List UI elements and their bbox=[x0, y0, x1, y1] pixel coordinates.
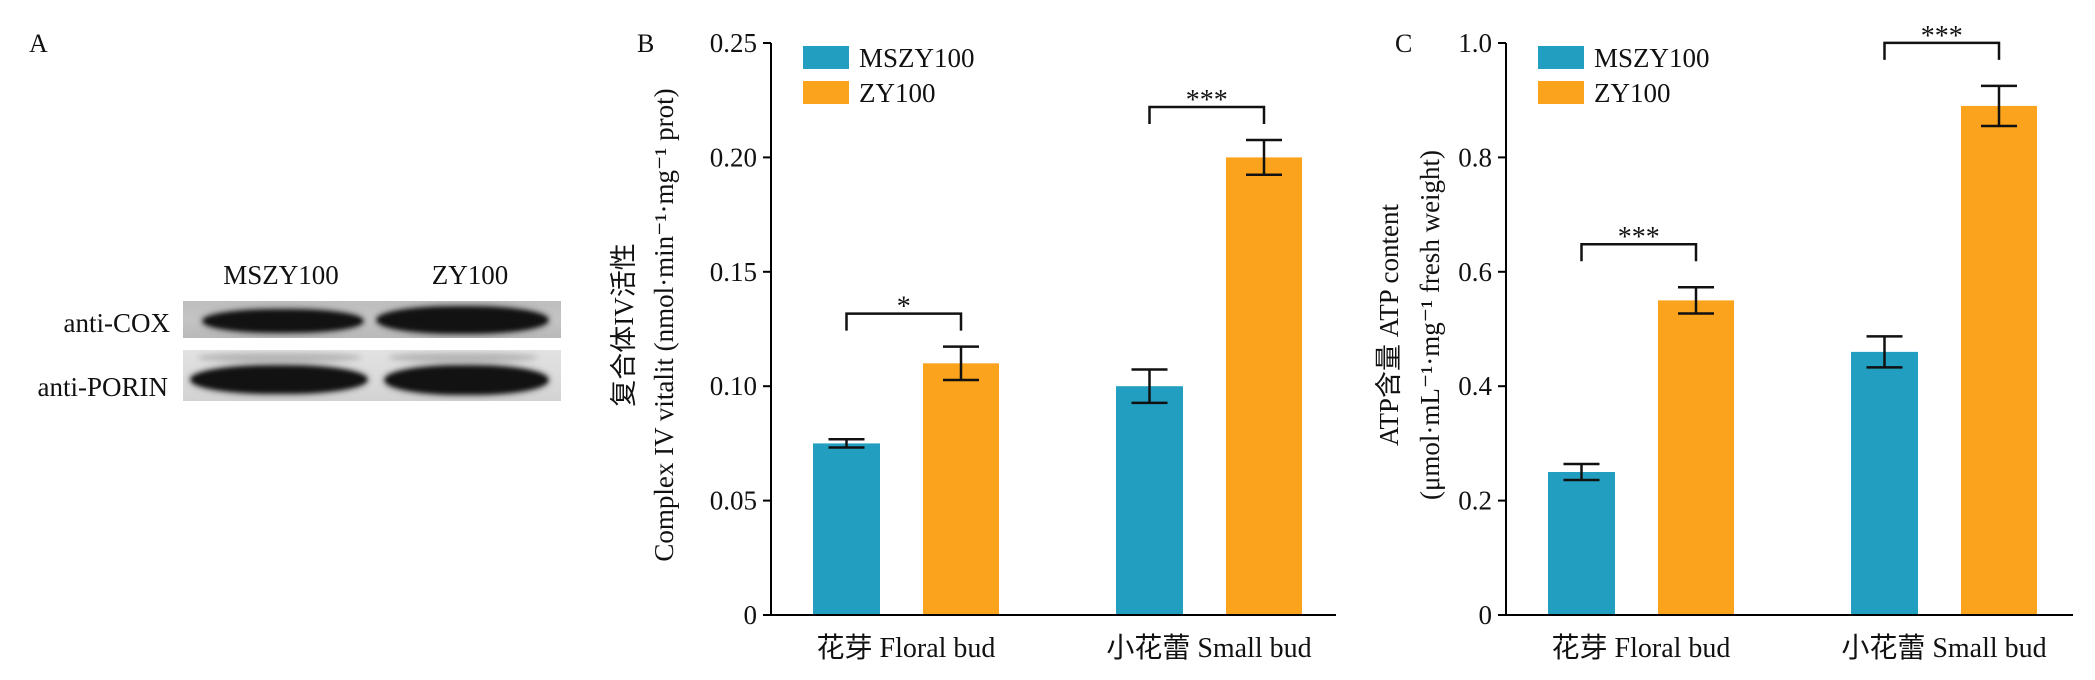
y-tick-label: 0.10 bbox=[710, 371, 757, 401]
y-tick-label: 0 bbox=[1479, 600, 1493, 630]
porin-smear-zy100 bbox=[388, 353, 538, 362]
y-tick-label: 1.0 bbox=[1458, 28, 1492, 58]
bar-zy100-0 bbox=[923, 363, 999, 615]
bar-mszy100-1 bbox=[1116, 386, 1183, 615]
bar-mszy100-1 bbox=[1851, 351, 1918, 615]
cox-band-mszy100 bbox=[203, 310, 363, 332]
blot-strip-cox bbox=[183, 301, 561, 338]
significance-bracket bbox=[1580, 242, 1698, 262]
cox-band-zy100 bbox=[377, 307, 548, 333]
y-tick-label: 0.2 bbox=[1458, 486, 1492, 516]
significance-bracket bbox=[845, 312, 963, 331]
western-blot-image bbox=[183, 301, 561, 401]
legend-label: ZY100 bbox=[859, 78, 936, 108]
panel-label-a: A bbox=[29, 29, 48, 58]
porin-band-zy100 bbox=[385, 366, 548, 394]
significance-label: *** bbox=[1618, 222, 1660, 253]
y-tick-label: 0.05 bbox=[710, 486, 757, 516]
legend-swatch-mszy100 bbox=[803, 46, 849, 69]
panel-label-b: B bbox=[637, 29, 655, 58]
y-tick-label: 0.4 bbox=[1458, 371, 1492, 401]
legend-swatch-zy100 bbox=[803, 81, 849, 104]
bar-mszy100-0 bbox=[1548, 472, 1615, 615]
legend-label: MSZY100 bbox=[1594, 43, 1710, 73]
significance-bracket bbox=[1883, 41, 2001, 60]
bar-zy100-1 bbox=[1226, 157, 1302, 615]
legend-swatch-zy100 bbox=[1538, 81, 1584, 104]
bar-zy100-1 bbox=[1961, 105, 2037, 616]
legend-label: MSZY100 bbox=[859, 43, 975, 73]
blot-row-label-porin: anti-PORIN bbox=[37, 372, 169, 402]
significance-label: *** bbox=[1186, 85, 1228, 116]
y-tick-label: 0.15 bbox=[710, 257, 757, 287]
y-axis-label: (μmol·mL⁻¹·mg⁻¹ fresh weight) bbox=[1415, 150, 1445, 500]
bar-mszy100-0 bbox=[813, 443, 880, 615]
porin-band-mszy100 bbox=[191, 366, 367, 393]
x-tick-label: 小花蕾 Small bud bbox=[1841, 632, 2046, 664]
bar-zy100-0 bbox=[1658, 300, 1734, 615]
x-tick-label: 小花蕾 Small bud bbox=[1106, 632, 1311, 664]
significance-label: *** bbox=[1921, 21, 1963, 52]
chart-c: 0 0.2 0.4 0.6 0.8 1.0 花芽 Floral bud 小花蕾 Small b… bbox=[1374, 21, 2073, 664]
blot-column-label-zy100: ZY100 bbox=[431, 260, 509, 290]
legend-label: ZY100 bbox=[1594, 78, 1671, 108]
significance-bracket bbox=[1148, 105, 1266, 125]
y-axis-label: Complex IV vitalit (nmol·min⁻¹·mg⁻¹ prot… bbox=[649, 88, 679, 561]
chart-b: 0 0.05 0.10 0.15 0.20 0.25 花芽 Floral bud 小花蕾 Sm… bbox=[609, 28, 1336, 664]
panel-label-c: C bbox=[1395, 29, 1413, 58]
x-tick-label: 花芽 Floral bud bbox=[1552, 632, 1731, 664]
y-tick-label: 0.20 bbox=[710, 142, 757, 172]
blot-column-label-mszy100: MSZY100 bbox=[223, 260, 339, 290]
y-tick-label: 0.25 bbox=[710, 28, 757, 58]
y-axis-label: ATP含量 ATP content bbox=[1374, 204, 1404, 446]
blot-strip-porin bbox=[183, 350, 561, 401]
x-tick-label: 花芽 Floral bud bbox=[817, 632, 996, 664]
legend-swatch-mszy100 bbox=[1538, 46, 1584, 69]
blot-row-label-cox: anti-COX bbox=[63, 308, 170, 338]
porin-smear-mszy100 bbox=[197, 353, 362, 362]
y-tick-label: 0.8 bbox=[1458, 142, 1492, 172]
y-tick-label: 0.6 bbox=[1458, 257, 1492, 287]
y-axis-label: 复合体IV活性 bbox=[609, 243, 639, 407]
y-tick-label: 0 bbox=[744, 600, 758, 630]
significance-label: * bbox=[897, 292, 911, 323]
